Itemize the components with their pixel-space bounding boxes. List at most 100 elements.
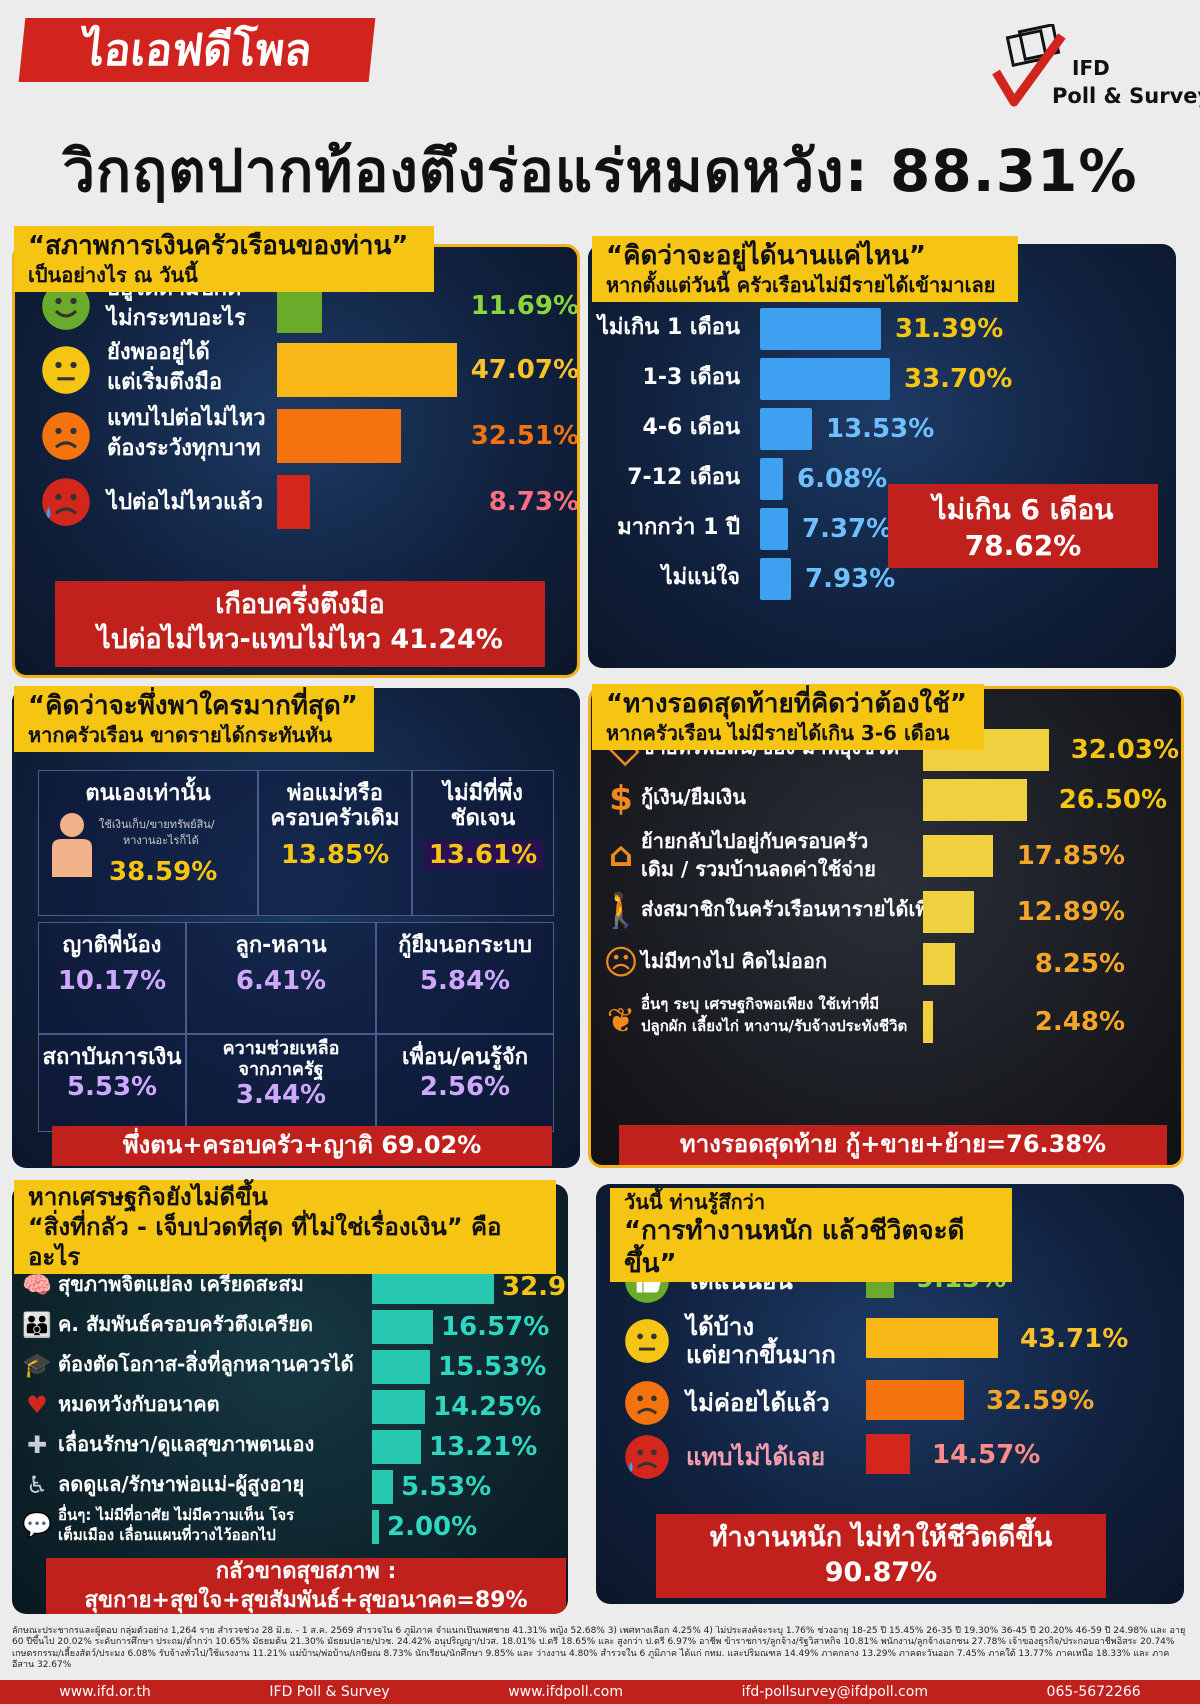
cell-children: ลูก-หลาน 6.41% [186,922,376,1034]
fear-pct: 15.53% [438,1352,547,1382]
resort-pct: 32.03% [1070,735,1179,765]
work-label: ได้บ้าง [686,1313,755,1341]
fear-bar [372,1430,421,1464]
panel5-tag: หากเศรษฐกิจยังไม่ดีขึ้น “สิ่งที่กลัว - เ… [14,1180,556,1274]
cell-no-support-value: 13.61% [422,839,544,870]
fear-label: อื่นๆ: ไม่มีที่อาศัย ไม่มีความเห็น โจร [58,1506,295,1524]
fear-pct: 16.57% [441,1312,550,1342]
panel1-tag: “สภาพการเงินครัวเรือนของท่าน” เป็นอย่างไ… [14,226,434,292]
speech-bubble-icon: 💬 [22,1511,52,1539]
financial-label-sub: ไม่กระทบอะไร [107,306,246,331]
cell-parents-label2: ครอบครัวเดิม [270,806,400,832]
panel6-title: วันนี้ ท่านรู้สึกว่า [624,1190,766,1214]
happy-face-icon [41,281,91,331]
cell-friends-value: 2.56% [419,1072,511,1103]
panel2-subtitle: หากตั้งแต่วันนี้ ครัวเรือนไม่มีรายได้เข้… [606,272,996,297]
worried-face-icon [41,411,91,461]
fear-pct: 5.53% [401,1472,492,1502]
cell-informal-loan-label: กู้ยืมนอกระบบ [398,933,532,958]
fear-label: หมดหวังกับอนาคต [58,1392,220,1416]
walking-person-icon: 🚶 [599,891,643,931]
brain-icon: 🧠 [22,1271,52,1299]
resort-bar [923,943,955,985]
resort-label: ส่งสมาชิกในครัวเรือนหารายได้เพิ่ม [641,897,942,921]
duration-label: ไม่แน่ใจ [661,565,740,590]
resort-pct: 17.85% [1016,841,1125,871]
resort-label: กู้เงิน/ยืมเงิน [641,785,746,809]
panel-financial-status: อยู่ได้ตามปกติไม่กระทบอะไร11.69%ยังพออยู… [12,244,580,678]
resort-bar [923,1001,933,1043]
footer-email[interactable]: ifd-pollsurvey@ifdpoll.com [741,1684,928,1700]
resort-pct: 2.48% [1034,1007,1125,1037]
cell-children-label: ลูก-หลาน [235,933,327,958]
duration-label: 1-3 เดือน [642,365,740,390]
cell-self-note1: ใช้เงินเก็บ/ขายทรัพย์สิน/ [99,818,215,831]
financial-bar [277,409,401,463]
panel6-subtitle: “การทำงานหนัก แล้วชีวิตจะดีขึ้น” [624,1216,965,1279]
cell-self-note2: หางานอะไรก็ได้ [123,834,199,847]
cell-parents-value: 13.85% [280,839,390,870]
panel2-banner: ไม่เกิน 6 เดือน 78.62% [888,484,1158,568]
cell-government-aid-label2: จากภาครัฐ [238,1058,324,1080]
panel6-banner: ทำงานหนัก ไม่ทำให้ชีวิตดีขึ้น 90.87% [656,1514,1106,1598]
panel3-title: “คิดว่าจะพึ่งพาใครมากที่สุด” [28,691,358,721]
panel1-banner: เกือบครึ่งตึงมือ ไปต่อไม่ไหว-แทบไม่ไหว 4… [55,581,545,667]
panel3-subtitle: หากครัวเรือน ขาดรายได้กระทันหัน [28,722,333,747]
cell-self-label: ตนเองเท่านั้น [85,781,211,806]
resort-bar [923,835,993,877]
fear-bar [372,1510,379,1544]
elderly-icon: ♿ [26,1471,48,1499]
panel6-banner-line2: 90.87% [824,1557,938,1589]
medical-cross-icon: ✚ [26,1431,48,1459]
footer-website2[interactable]: www.ifdpoll.com [508,1684,623,1700]
checkmark-icon [992,24,1066,107]
panel2-title: “คิดว่าจะอยู่ได้นานแค่ไหน” [606,241,926,271]
panel-survival-time: ไม่เกิน 1 เดือน 31.39% 1-3 เดือน 33.70% 4-6 … [588,244,1176,668]
footer-facebook[interactable]: IFD Poll & Survey [269,1684,390,1700]
panel4-banner: ทางรอดสุดท้าย กู้+ขาย+ย้าย=76.38% [619,1125,1167,1165]
cell-children-value: 6.41% [235,966,327,997]
panel1-subtitle: เป็นอย่างไร ณ วันนี้ [28,262,198,287]
resort-bar [923,891,974,933]
person-icon [52,813,92,877]
work-pct: 14.57% [932,1440,1041,1470]
cell-financial-institution-label: สถาบันการเงิน [42,1045,182,1070]
duration-bar [760,558,791,600]
financial-pct: 47.07% [470,355,579,385]
cell-informal-loan: กู้ยืมนอกระบบ 5.84% [376,922,554,1034]
ifd-logo: IFD Poll & Survey [992,24,1200,120]
cell-government-aid: ความช่วยเหลือ จากภาครัฐ 3.44% [186,1034,376,1132]
panel3-tag: “คิดว่าจะพึ่งพาใครมากที่สุด” หากครัวเรือ… [14,686,374,752]
panel2-banner-line1: ไม่เกิน 6 เดือน [932,493,1114,526]
duration-pct: 31.39% [895,314,1004,344]
brand-title: ไอเอฟดีโพล [18,18,376,82]
duration-pct: 6.08% [797,464,888,494]
panel-last-resort: 🏷ขายทรัพย์สิน/ของ มาพยุงชีวิต32.03%$กู้เ… [588,686,1184,1168]
financial-label: ไปต่อไม่ไหวแล้ว [107,490,264,515]
family-icon: 👪 [22,1311,52,1339]
fear-pct: 14.25% [433,1392,542,1422]
panel5-banner: กลัวขาดสุขสภาพ : สุขกาย+สุขใจ+สุขสัมพันธ… [46,1558,566,1614]
neutral-face-icon [41,345,91,395]
duration-bar [760,358,890,400]
cell-relatives-label: ญาติพี่น้อง [62,933,162,958]
house-icon: ⌂ [608,835,634,875]
cell-informal-loan-value: 5.84% [419,966,511,997]
fear-label-sub: เต็มเมือง เลื่อนแผนที่วางไว้ออกไป [58,1526,276,1544]
panel2-banner-line2: 78.62% [964,529,1082,563]
fear-pct: 13.21% [429,1432,538,1462]
panel1-banner-line1: เกือบครึ่งตึงมือ [215,589,385,620]
panel5-title: หากเศรษฐกิจยังไม่ดีขึ้น [28,1183,268,1211]
cell-friends: เพื่อน/คนรู้จัก 2.56% [376,1034,554,1132]
cell-relatives-value: 10.17% [57,966,167,997]
duration-bar [760,458,783,500]
money-bag-icon: $ [609,779,633,819]
footer-phone[interactable]: 065-5672266 [1046,1684,1141,1700]
work-label-sub: แต่ยากขึ้นมาก [686,1341,836,1369]
fear-label: ค. สัมพันธ์ครอบครัวตึงเครียด [58,1312,313,1336]
panel5-banner-line2: สุขกาย+สุขใจ+สุขสัมพันธ์+สุขอนาคต=89% [84,1587,528,1613]
cell-government-aid-label1: ความช่วยเหลือ [222,1038,340,1059]
footer-website[interactable]: www.ifd.or.th [59,1684,151,1700]
resort-label: อื่นๆ ระบุ เศรษฐกิจพอเพียง ใช้เท่าที่มี [641,995,880,1013]
resort-label-sub: เดิม / รวมบ้านลดค่าใช้จ่าย [641,857,876,881]
